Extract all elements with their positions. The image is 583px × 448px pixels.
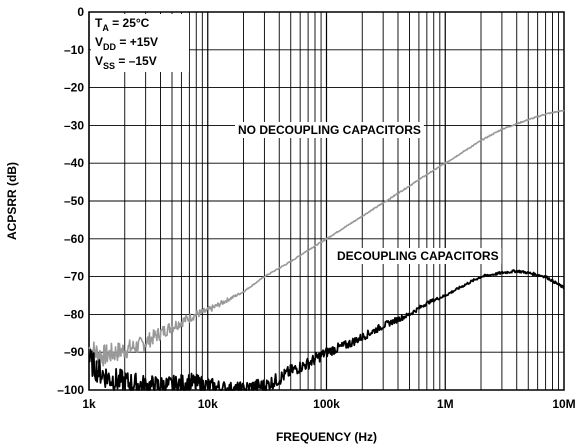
- x-tick-labels: 1k 10k 100k 1M 10M: [82, 397, 575, 411]
- y-tick-label: –80: [64, 307, 84, 321]
- y-tick-label: 0: [77, 5, 84, 19]
- annotation-decoupling: DECOUPLING CAPACITORS: [337, 249, 499, 263]
- condition-vdd: VDD = +15V: [95, 35, 158, 52]
- x-tick-label: 1k: [82, 397, 96, 411]
- y-tick-label: –10: [64, 43, 84, 57]
- y-tick-label: –90: [64, 345, 84, 359]
- x-tick-label: 1M: [437, 397, 454, 411]
- annotation-bg-decoupling: [334, 248, 502, 264]
- conditions-box: [91, 14, 189, 72]
- y-tick-labels: 0 –10 –20 –30 –40 –50 –60 –70 –80 –90 –100: [57, 5, 84, 397]
- y-axis-title: ACPSRR (dB): [5, 162, 19, 240]
- x-tick-label: 100k: [313, 397, 340, 411]
- y-tick-label: –20: [64, 81, 84, 95]
- x-axis-title: FREQUENCY (Hz): [276, 430, 377, 444]
- series-layer: [88, 109, 565, 391]
- y-tick-label: –30: [64, 118, 84, 132]
- annotation-bg-no-decoupling: [235, 122, 424, 138]
- plot-frame: [88, 11, 565, 391]
- condition-ta: TA = 25°C: [95, 16, 150, 33]
- x-tick-label: 10M: [552, 397, 575, 411]
- x-tick-label: 10k: [198, 397, 218, 411]
- series-line-1: [88, 269, 565, 391]
- series-line-0: [88, 109, 565, 367]
- annotation-no-decoupling: NO DECOUPLING CAPACITORS: [238, 123, 421, 137]
- y-tick-label: –100: [57, 383, 84, 397]
- y-tick-label: –50: [64, 194, 84, 208]
- y-tick-label: –60: [64, 232, 84, 246]
- y-tick-label: –40: [64, 156, 84, 170]
- y-tick-label: –70: [64, 270, 84, 284]
- condition-vss: VSS = –15V: [95, 54, 157, 71]
